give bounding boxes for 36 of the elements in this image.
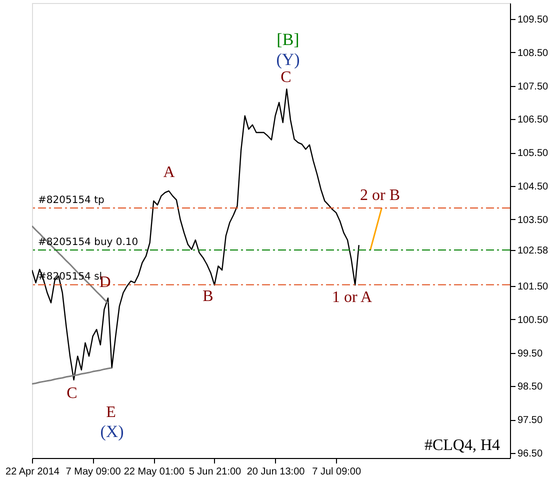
line-series bbox=[32, 88, 360, 380]
y-tick-label: 105.50 bbox=[518, 148, 549, 160]
annotation: 1 or A bbox=[332, 289, 372, 306]
y-tick-label: 109.50 bbox=[518, 14, 549, 26]
annotation: (X) bbox=[100, 422, 124, 441]
y-tick-label: 100.50 bbox=[518, 314, 549, 326]
line-series bbox=[370, 207, 382, 251]
annotation: C bbox=[66, 385, 78, 402]
y-tick-label: 104.50 bbox=[518, 181, 549, 192]
y-tick-label: 107.50 bbox=[518, 81, 549, 92]
annotation: E bbox=[106, 404, 116, 421]
line-series bbox=[32, 367, 113, 385]
annotation: B bbox=[202, 288, 214, 305]
annotation: #CLQ4, H4 bbox=[424, 437, 500, 454]
x-tick-label: 7 May 09:00 bbox=[66, 466, 122, 477]
x-tick-label: 22 Apr 2014 bbox=[6, 466, 60, 477]
y-tick-label: 106.50 bbox=[518, 114, 549, 126]
x-tick-label: 5 Jun 21:00 bbox=[188, 466, 242, 477]
x-tick-label: 20 Jun 13:00 bbox=[246, 466, 306, 477]
y-tick-label: 101.50 bbox=[518, 282, 549, 293]
y-tick-label: 96.50 bbox=[518, 448, 543, 460]
y-tick-label: 97.50 bbox=[518, 415, 543, 426]
annotation: A bbox=[163, 164, 176, 181]
annotation: C bbox=[280, 69, 292, 86]
annotation: [B] bbox=[276, 30, 300, 49]
ref-line-label: #8205154 tp bbox=[38, 194, 104, 206]
y-tick-label: 103.50 bbox=[518, 214, 549, 226]
y-tick-label: 102.58 bbox=[518, 246, 549, 257]
y-tick-label: 108.50 bbox=[518, 48, 549, 59]
annotation: 2 or B bbox=[360, 187, 400, 204]
y-tick-label: 99.50 bbox=[518, 348, 543, 360]
x-tick-label: 7 Jul 09:00 bbox=[312, 466, 362, 477]
ref-line-label: #8205154 buy 0.10 bbox=[38, 237, 138, 248]
y-tick-label: 98.50 bbox=[518, 382, 543, 393]
annotation: (Y) bbox=[276, 50, 300, 69]
x-tick-label: 22 May 01:00 bbox=[124, 466, 185, 477]
